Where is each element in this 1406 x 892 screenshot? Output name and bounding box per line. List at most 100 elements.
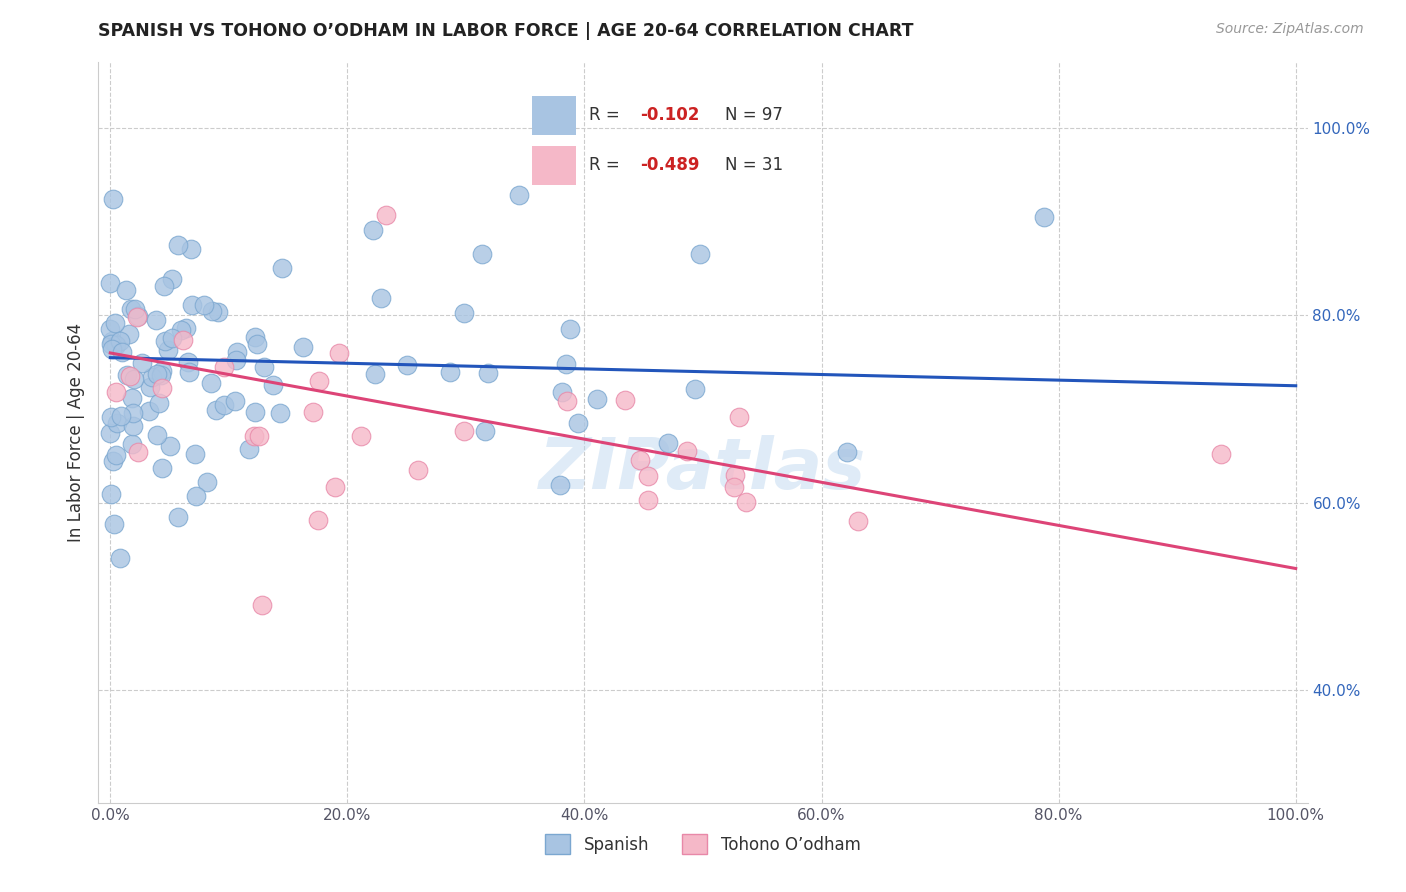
Point bbox=[453, 306, 475, 320]
Point bbox=[98, 322, 121, 336]
Point bbox=[439, 364, 461, 378]
Point bbox=[124, 301, 146, 316]
Point bbox=[548, 478, 571, 492]
Point bbox=[212, 359, 235, 374]
Point bbox=[508, 188, 530, 202]
Point bbox=[724, 468, 747, 483]
Point bbox=[361, 223, 384, 237]
Point bbox=[111, 345, 134, 359]
Point bbox=[567, 416, 589, 430]
Point bbox=[104, 316, 127, 330]
Point bbox=[846, 514, 869, 528]
Point bbox=[120, 301, 142, 316]
Point bbox=[245, 337, 267, 351]
Point bbox=[150, 381, 173, 395]
Point bbox=[224, 393, 246, 408]
Point bbox=[689, 247, 711, 261]
Point bbox=[657, 436, 679, 450]
Point bbox=[477, 366, 499, 380]
Point bbox=[637, 468, 659, 483]
Y-axis label: In Labor Force | Age 20-64: In Labor Force | Age 20-64 bbox=[66, 323, 84, 542]
Point bbox=[160, 272, 183, 286]
Point bbox=[242, 429, 264, 443]
Point bbox=[238, 442, 260, 457]
Point bbox=[225, 352, 247, 367]
Point bbox=[127, 310, 149, 324]
Point bbox=[150, 368, 173, 382]
Point bbox=[226, 345, 249, 359]
Point bbox=[156, 343, 179, 357]
Point bbox=[184, 447, 207, 461]
Text: Source: ZipAtlas.com: Source: ZipAtlas.com bbox=[1216, 22, 1364, 37]
Point bbox=[676, 444, 699, 458]
Point bbox=[375, 208, 398, 222]
Point bbox=[586, 392, 609, 407]
Point bbox=[138, 404, 160, 418]
Point bbox=[170, 323, 193, 337]
Text: SPANISH VS TOHONO O’ODHAM IN LABOR FORCE | AGE 20-64 CORRELATION CHART: SPANISH VS TOHONO O’ODHAM IN LABOR FORCE… bbox=[98, 22, 914, 40]
Point bbox=[307, 513, 329, 527]
Point bbox=[100, 276, 122, 290]
Point bbox=[554, 357, 576, 371]
Point bbox=[150, 461, 173, 475]
Point bbox=[105, 384, 128, 399]
Point bbox=[302, 405, 325, 419]
Point bbox=[146, 427, 169, 442]
Point bbox=[141, 369, 163, 384]
Point bbox=[247, 429, 270, 443]
Point bbox=[205, 402, 228, 417]
Point bbox=[179, 365, 201, 379]
Point bbox=[121, 437, 143, 451]
Point bbox=[269, 406, 291, 420]
Point bbox=[101, 342, 124, 356]
Point bbox=[406, 463, 429, 477]
Point bbox=[328, 346, 350, 360]
Point bbox=[153, 334, 176, 348]
Point bbox=[1209, 447, 1232, 461]
Point bbox=[105, 416, 128, 430]
Point bbox=[195, 475, 218, 490]
Point bbox=[153, 279, 176, 293]
Point bbox=[177, 354, 200, 368]
Point bbox=[201, 304, 224, 318]
Point bbox=[555, 393, 578, 408]
Point bbox=[613, 393, 636, 408]
Point bbox=[551, 384, 574, 399]
Point bbox=[181, 298, 204, 312]
Point bbox=[1032, 210, 1054, 224]
Point bbox=[837, 445, 859, 459]
Point bbox=[104, 448, 127, 462]
Point bbox=[145, 313, 167, 327]
Point bbox=[364, 368, 387, 382]
Point bbox=[370, 291, 392, 305]
Point bbox=[172, 333, 194, 347]
Point bbox=[131, 356, 153, 370]
Point bbox=[101, 192, 124, 206]
Point bbox=[174, 321, 197, 335]
Point bbox=[100, 409, 122, 424]
Point bbox=[100, 337, 122, 351]
Point bbox=[395, 358, 418, 372]
Point bbox=[292, 340, 315, 354]
Point bbox=[734, 495, 756, 509]
Point bbox=[146, 367, 169, 381]
Point bbox=[474, 424, 496, 438]
Point bbox=[325, 480, 347, 494]
Point bbox=[121, 391, 143, 405]
Point bbox=[124, 372, 146, 386]
Point bbox=[118, 327, 141, 342]
Legend: Spanish, Tohono O’odham: Spanish, Tohono O’odham bbox=[538, 828, 868, 861]
Point bbox=[108, 334, 131, 349]
Point bbox=[108, 550, 131, 565]
Point bbox=[167, 510, 190, 524]
Point bbox=[243, 330, 266, 344]
Point bbox=[101, 334, 124, 349]
Point bbox=[350, 429, 373, 443]
Point bbox=[262, 377, 284, 392]
Point bbox=[103, 517, 125, 532]
Point bbox=[558, 321, 581, 335]
Point bbox=[100, 425, 122, 440]
Point bbox=[167, 238, 190, 252]
Point bbox=[100, 487, 122, 501]
Point bbox=[683, 382, 706, 396]
